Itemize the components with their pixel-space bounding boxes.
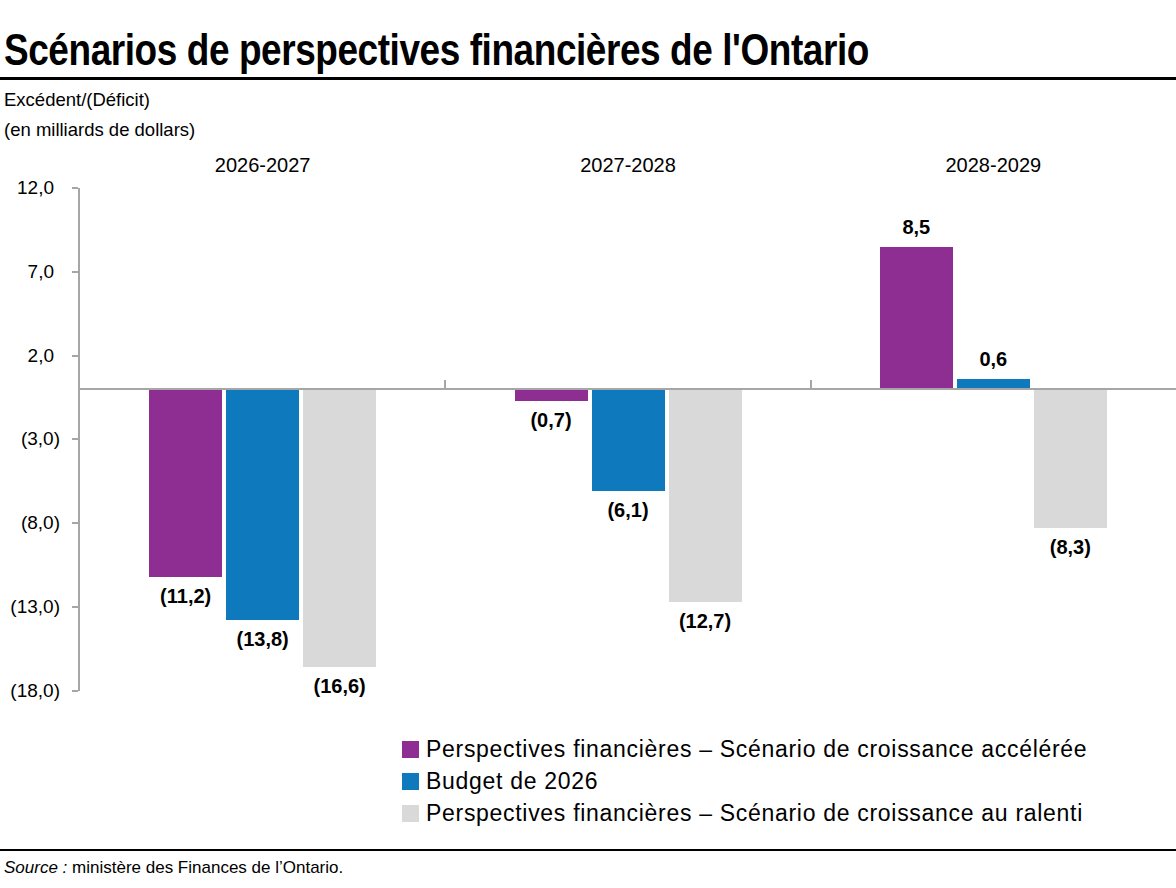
title-rule	[0, 77, 1176, 80]
chart-title: Scénarios de perspectives financières de…	[4, 25, 869, 75]
source-text: ministère des Finances de l’Ontario.	[67, 858, 343, 877]
bar-accelerated-2026-2027	[149, 389, 222, 577]
bar-value-label: 8,5	[846, 216, 986, 239]
legend-swatch-slowed	[402, 805, 419, 822]
bar-value-label: (8,3)	[1000, 536, 1140, 559]
y-axis-tick	[72, 438, 78, 440]
y-axis-tick-label: (18,0)	[0, 680, 60, 702]
bar-budget-2027-2028	[592, 389, 665, 491]
legend-label-accelerated: Perspectives financières – Scénario de c…	[426, 736, 1087, 763]
bar-value-label: (12,7)	[635, 610, 775, 633]
bar-budget-2026-2027	[226, 389, 299, 620]
source-rule	[0, 849, 1176, 851]
y-axis-tick	[72, 690, 78, 692]
legend-item-slowed: Perspectives financières – Scénario de c…	[402, 800, 1087, 827]
y-axis-tick	[72, 187, 78, 189]
bar-value-label: (16,6)	[270, 675, 410, 698]
y-axis-tick-label: (13,0)	[0, 596, 60, 618]
bar-slowed-2027-2028	[669, 389, 742, 602]
y-axis-title-line1: Excédent/(Déficit)	[4, 89, 150, 111]
legend-label-slowed: Perspectives financières – Scénario de c…	[426, 800, 1083, 827]
bar-accelerated-2027-2028	[515, 389, 588, 401]
bar-slowed-2026-2027	[303, 389, 376, 667]
category-label: 2027-2028	[528, 154, 728, 177]
chart-page: Scénarios de perspectives financières de…	[0, 0, 1176, 888]
zero-line-separator-tick	[810, 380, 812, 388]
legend-label-budget: Budget de 2026	[426, 768, 598, 795]
source-note: Source : ministère des Finances de l’Ont…	[4, 858, 343, 878]
y-axis-tick-label: 12,0	[0, 177, 54, 199]
y-axis-tick	[72, 522, 78, 524]
y-axis-tick-label: 7,0	[0, 261, 54, 283]
y-axis-tick	[72, 355, 78, 357]
y-axis-tick-label: (8,0)	[0, 512, 60, 534]
legend-item-accelerated: Perspectives financières – Scénario de c…	[402, 736, 1087, 763]
legend-swatch-accelerated	[402, 741, 419, 758]
legend: Perspectives financières – Scénario de c…	[402, 736, 1087, 832]
y-axis-title-line2: (en milliards de dollars)	[4, 119, 195, 141]
bar-slowed-2028-2029	[1034, 389, 1107, 528]
zero-line-separator-tick	[444, 380, 446, 388]
legend-swatch-budget	[402, 773, 419, 790]
y-axis-tick-label: 2,0	[0, 345, 54, 367]
y-axis-tick-label: (3,0)	[0, 428, 60, 450]
y-axis-tick	[72, 606, 78, 608]
category-label: 2028-2029	[893, 154, 1093, 177]
category-label: 2026-2027	[163, 154, 363, 177]
bar-value-label: 0,6	[923, 348, 1063, 371]
y-axis-tick	[72, 271, 78, 273]
legend-item-budget: Budget de 2026	[402, 768, 1087, 795]
source-prefix: Source :	[4, 858, 67, 877]
zero-line	[80, 388, 1176, 390]
y-axis-line	[78, 188, 80, 691]
